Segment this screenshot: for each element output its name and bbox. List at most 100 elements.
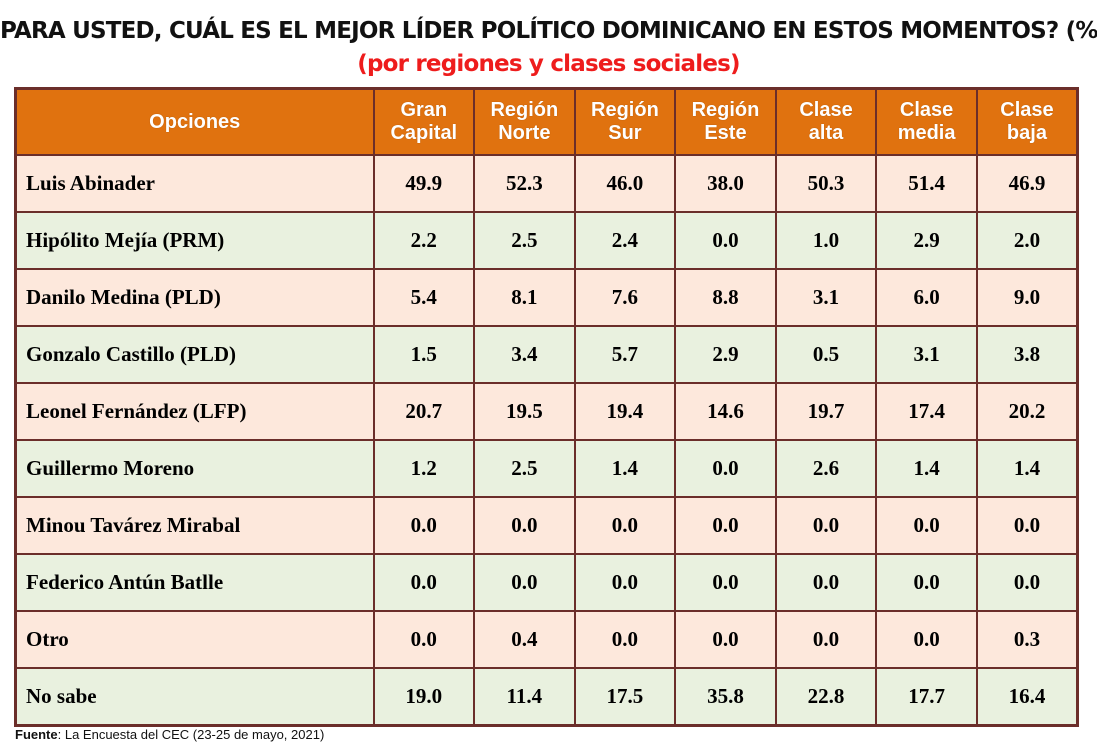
column-header-line1: Gran: [400, 99, 448, 121]
value-cell: 0.0: [774, 610, 878, 669]
table-row: Danilo Medina (PLD) 5.4 8.1 7.6 8.8 3.1 6.0 9.0: [14, 268, 1079, 327]
value-cell: 17.5: [573, 667, 677, 727]
value-cell: 52.3: [473, 154, 576, 213]
value-cell: 0.0: [674, 610, 777, 669]
row-label: Luis Abinader: [14, 154, 375, 213]
value-cell: 2.0: [975, 211, 1079, 270]
value-cell: 0.3: [975, 610, 1079, 669]
table-row: Otro 0.0 0.4 0.0 0.0 0.0 0.0 0.3: [14, 610, 1079, 669]
value-cell: 2.9: [674, 325, 777, 384]
column-header-line2: media: [897, 122, 956, 144]
value-cell: 17.4: [875, 382, 978, 441]
column-header: Gran Capital: [372, 87, 476, 156]
value-cell: 0.0: [372, 496, 476, 555]
value-cell: 3.1: [875, 325, 978, 384]
table-row: Minou Tavárez Mirabal 0.0 0.0 0.0 0.0 0.0 0.0 0…: [14, 496, 1079, 555]
value-cell: 5.4: [372, 268, 476, 327]
value-cell: 50.3: [774, 154, 878, 213]
column-header-line2: baja: [1006, 122, 1047, 144]
table-row: Federico Antún Batlle 0.0 0.0 0.0 0.0 0.0 0.0 0…: [14, 553, 1079, 612]
value-cell: 2.5: [473, 211, 576, 270]
value-cell: 19.7: [774, 382, 878, 441]
table-row: No sabe 19.0 11.4 17.5 35.8 22.8 17.7 16.4: [14, 667, 1079, 727]
results-table: Opciones Gran Capital Región Norte Región Sur R…: [14, 87, 1079, 727]
column-header-line1: Clase: [799, 99, 853, 121]
column-header-line1: Región: [691, 99, 760, 121]
value-cell: 0.0: [674, 211, 777, 270]
table-row: Luis Abinader 49.9 52.3 46.0 38.0 50.3 51.4 46.…: [14, 154, 1079, 213]
row-label: No sabe: [14, 667, 375, 727]
value-cell: 0.0: [573, 553, 677, 612]
source-label: Fuente: [15, 727, 58, 742]
value-cell: 2.9: [875, 211, 978, 270]
table-body: Luis Abinader 49.9 52.3 46.0 38.0 50.3 51.4 46.…: [14, 154, 1079, 727]
column-header: Región Norte: [473, 87, 576, 156]
table-row: Gonzalo Castillo (PLD) 1.5 3.4 5.7 2.9 0.5 3.1…: [14, 325, 1079, 384]
row-label: Danilo Medina (PLD): [14, 268, 375, 327]
value-cell: 19.0: [372, 667, 476, 727]
column-header: Clase media: [875, 87, 978, 156]
value-cell: 20.2: [975, 382, 1079, 441]
value-cell: 9.0: [975, 268, 1079, 327]
value-cell: 0.0: [573, 496, 677, 555]
table-row: Hipólito Mejía (PRM) 2.2 2.5 2.4 0.0 1.0 2.9 2.…: [14, 211, 1079, 270]
value-cell: 1.2: [372, 439, 476, 498]
value-cell: 0.0: [372, 553, 476, 612]
value-cell: 0.0: [875, 610, 978, 669]
row-label: Guillermo Moreno: [14, 439, 375, 498]
column-header-line2: Sur: [608, 122, 642, 144]
column-header-line1: Clase: [1000, 99, 1054, 121]
value-cell: 1.4: [975, 439, 1079, 498]
value-cell: 7.6: [573, 268, 677, 327]
value-cell: 1.4: [875, 439, 978, 498]
value-cell: 6.0: [875, 268, 978, 327]
value-cell: 19.5: [473, 382, 576, 441]
value-cell: 1.5: [372, 325, 476, 384]
value-cell: 46.0: [573, 154, 677, 213]
value-cell: 11.4: [473, 667, 576, 727]
row-label: Federico Antún Batlle: [14, 553, 375, 612]
value-cell: 0.0: [573, 610, 677, 669]
header-row: Opciones Gran Capital Región Norte Región Sur R…: [14, 87, 1079, 156]
column-header-line1: Clase: [899, 99, 954, 121]
column-header-line2: Capital: [390, 122, 458, 144]
column-header-line1: Región: [490, 99, 559, 121]
column-header: Región Sur: [573, 87, 677, 156]
value-cell: 0.0: [473, 553, 576, 612]
source-text: : La Encuesta del CEC (23-25 de mayo, 20…: [57, 727, 325, 742]
value-cell: 0.0: [774, 496, 878, 555]
table-row: Leonel Fernández (LFP) 20.7 19.5 19.4 14.6 19…: [14, 382, 1079, 441]
row-label: Leonel Fernández (LFP): [14, 382, 375, 441]
value-cell: 2.6: [774, 439, 878, 498]
value-cell: 0.0: [975, 496, 1079, 555]
value-cell: 1.4: [573, 439, 677, 498]
source-note: Fuente: La Encuesta del CEC (23-25 de ma…: [15, 727, 324, 742]
table-row: Guillermo Moreno 1.2 2.5 1.4 0.0 2.6 1.4 1.4: [14, 439, 1079, 498]
value-cell: 38.0: [674, 154, 777, 213]
value-cell: 0.0: [774, 553, 878, 612]
row-label: Minou Tavárez Mirabal: [14, 496, 375, 555]
column-header-line1: Región: [591, 99, 659, 121]
value-cell: 2.4: [573, 211, 677, 270]
value-cell: 8.1: [473, 268, 576, 327]
value-cell: 2.5: [473, 439, 576, 498]
value-cell: 22.8: [774, 667, 878, 727]
value-cell: 0.0: [473, 496, 576, 555]
column-header-line2: alta: [808, 122, 844, 144]
value-cell: 0.5: [774, 325, 878, 384]
value-cell: 8.8: [674, 268, 777, 327]
value-cell: 46.9: [975, 154, 1079, 213]
column-header-line1: Opciones: [149, 110, 241, 133]
value-cell: 3.8: [975, 325, 1079, 384]
page-title: PARA USTED, CUÁL ES EL MEJOR LÍDER POLÍT…: [0, 18, 1097, 44]
value-cell: 0.0: [875, 553, 978, 612]
column-header-line2: Este: [704, 122, 747, 144]
row-label: Hipólito Mejía (PRM): [14, 211, 375, 270]
value-cell: 0.0: [674, 439, 777, 498]
page-subtitle: (por regiones y clases sociales): [357, 51, 740, 77]
column-header: Región Este: [674, 87, 777, 156]
value-cell: 51.4: [875, 154, 978, 213]
value-cell: 1.0: [774, 211, 878, 270]
value-cell: 17.7: [875, 667, 978, 727]
column-header: Clase alta: [774, 87, 878, 156]
